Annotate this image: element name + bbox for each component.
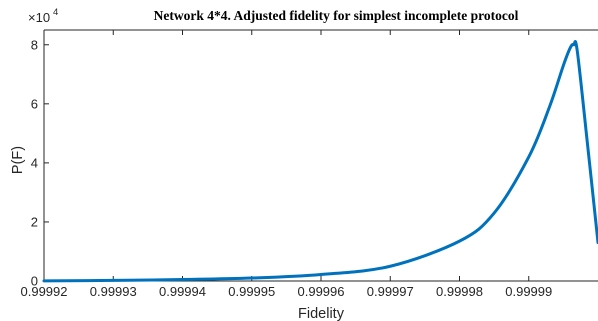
- y-tick-label: 6: [31, 96, 38, 111]
- x-tick-label: 0.99995: [228, 284, 275, 299]
- x-tick-label: 0.99999: [505, 284, 552, 299]
- series-line: [42, 40, 598, 283]
- y-tick-label: 4: [31, 155, 38, 170]
- x-tick-label: 0.99998: [436, 284, 483, 299]
- x-tick-label: 0.99997: [367, 284, 414, 299]
- x-tick-label: 0.99994: [159, 284, 206, 299]
- x-tick-labels: 0.99992 0.99993 0.99994 0.99995 0.99996 0.999…: [21, 284, 553, 299]
- y-axis-label: P(F): [10, 146, 26, 174]
- chart-title: Network 4*4. Adjusted fidelity for simpl…: [154, 8, 519, 23]
- x-tick-label: 0.99992: [21, 284, 68, 299]
- x-axis-label: Fidelity: [298, 306, 345, 321]
- y-exponent-power: 4: [53, 7, 58, 18]
- y-tick-labels: 0 2 4 6 8: [31, 37, 38, 288]
- y-tick-label: 8: [31, 37, 38, 52]
- y-exponent-base: ×10: [28, 10, 50, 25]
- x-tick-label: 0.99996: [298, 284, 345, 299]
- y-tick-label: 2: [31, 214, 38, 229]
- y-exponent-label: ×10 4: [28, 7, 58, 25]
- y-tick-label: 0: [31, 274, 38, 289]
- x-tick-label: 0.99993: [90, 284, 137, 299]
